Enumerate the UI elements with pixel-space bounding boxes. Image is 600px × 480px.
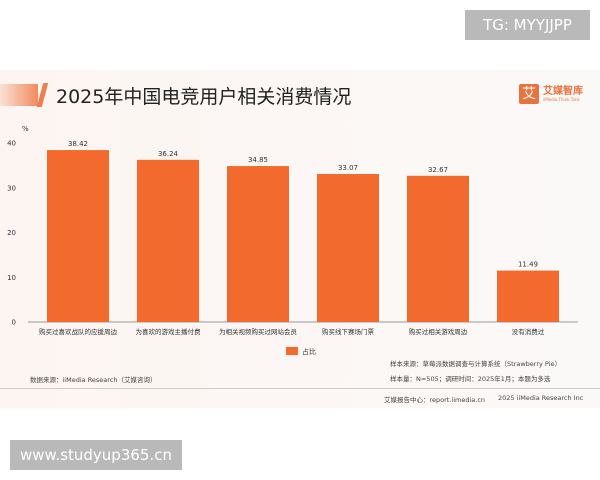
data-label: 32.67 — [428, 166, 448, 174]
sample-size: 样本量：N=505；调研时间：2025年1月；本题为多选 — [390, 375, 551, 383]
y-tick-label: 0 — [12, 319, 16, 327]
x-tick-label: 购买过相关游戏周边 — [409, 327, 468, 336]
bar — [407, 175, 469, 322]
data-label: 38.42 — [68, 140, 88, 148]
logo-icon: 艾 — [519, 84, 539, 104]
legend-swatch — [286, 347, 298, 355]
y-tick-label: 10 — [7, 274, 16, 282]
bar — [47, 150, 109, 322]
page-title: 2025年中国电竞用户相关消费情况 — [56, 86, 352, 108]
watermark-bottom: www.studyup365.cn — [10, 440, 182, 470]
footer-right: 2025 iiMedia Research Inc — [498, 394, 584, 402]
x-tick-label: 购买线下赛场门票 — [322, 327, 375, 336]
watermark-top: TG: MYYJJPP — [465, 10, 590, 40]
logo-sub: iiMedia Think Tank — [543, 96, 580, 102]
sample-source: 样本来源：草莓派数据调查与计算系统（Strawberry Pie） — [390, 360, 561, 368]
y-tick-label: 30 — [7, 184, 16, 192]
data-source: 数据来源：iiMedia Research（艾媒咨询） — [30, 376, 157, 384]
y-tick-label: 40 — [7, 140, 16, 148]
logo-name: 艾媒智库 — [543, 85, 583, 97]
data-label: 33.07 — [338, 164, 358, 172]
bar — [227, 166, 289, 322]
x-tick-label: 没有消费过 — [512, 327, 545, 336]
data-label: 34.85 — [248, 156, 268, 164]
footer-left: 艾媒报告中心：report.iimedia.cn — [384, 396, 486, 404]
data-label: 36.24 — [158, 150, 179, 158]
y-axis-unit: % — [22, 125, 29, 133]
bar — [497, 270, 559, 322]
x-tick-label: 为相关视频购买过网站会员 — [219, 327, 298, 336]
x-tick-label: 购买过喜欢战队的应援周边 — [39, 327, 118, 336]
x-tick-label: 为喜欢的游戏主播付费 — [136, 327, 202, 336]
logo: 艾 艾媒智库 iiMedia Think Tank — [519, 84, 583, 104]
footer-divider — [0, 388, 600, 389]
legend-label: 占比 — [302, 347, 316, 356]
data-label: 11.49 — [518, 261, 538, 269]
bar — [317, 174, 379, 322]
title-decoration — [0, 84, 38, 106]
y-tick-label: 20 — [7, 229, 16, 237]
bar — [137, 159, 199, 322]
